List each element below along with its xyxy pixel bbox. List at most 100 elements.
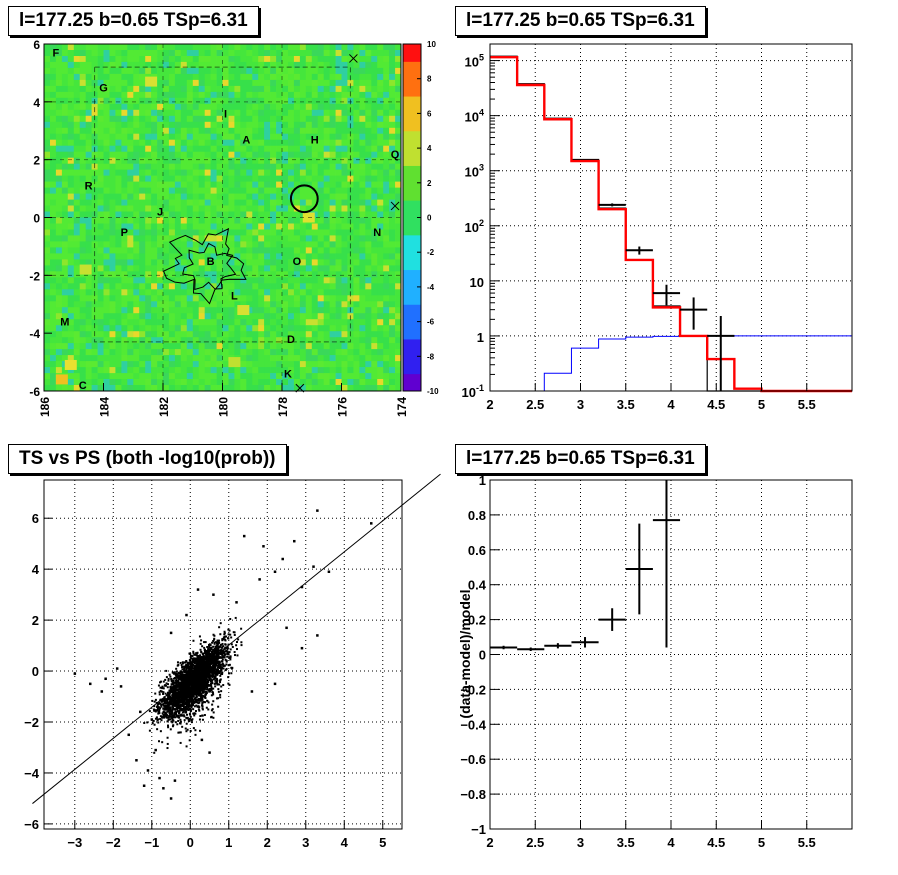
heatmap-cell — [371, 337, 378, 344]
heatmap-cell — [258, 283, 265, 290]
heatmap-cell — [85, 127, 93, 135]
heatmap-cell — [163, 175, 170, 182]
heatmap-cell — [44, 319, 51, 326]
heatmap-cell — [371, 247, 378, 254]
heatmap-cell — [139, 211, 146, 218]
scatter-point — [187, 718, 190, 721]
heatmap-cell — [282, 283, 289, 290]
heatmap-cell — [240, 325, 247, 332]
heatmap-cell — [317, 121, 325, 129]
scatter-point — [162, 714, 165, 717]
heatmap-cell — [299, 133, 307, 141]
heatmap-cell — [299, 157, 307, 165]
heatmap-cell — [365, 349, 372, 356]
heatmap-cell — [210, 229, 217, 236]
heatmap-cell — [61, 253, 69, 260]
heatmap-cell — [151, 44, 158, 51]
heatmap-cell — [97, 253, 104, 260]
heatmap-cell — [67, 325, 75, 332]
heatmap-cell — [73, 139, 81, 147]
heatmap-cell — [50, 187, 57, 194]
heatmap-cell — [276, 217, 283, 224]
heatmap-cell — [276, 169, 283, 176]
heatmap-cell — [329, 169, 336, 176]
heatmap-cell — [240, 151, 247, 159]
heatmap-cell — [115, 169, 122, 176]
heatmap-cell — [204, 361, 212, 368]
scatter-point — [195, 701, 198, 704]
heatmap-cell — [210, 67, 217, 75]
heatmap-cell — [61, 109, 69, 117]
heatmap-cell — [85, 283, 93, 290]
heatmap-cell — [174, 349, 182, 356]
heatmap-cell — [293, 379, 301, 386]
heatmap-cell — [377, 169, 384, 176]
heatmap-cell — [103, 181, 110, 188]
heatmap-cell — [186, 205, 194, 212]
heatmap-cell — [317, 127, 325, 135]
heatmap-cell — [395, 115, 402, 123]
heatmap-cell — [228, 295, 235, 302]
heatmap-cell — [210, 97, 217, 105]
heatmap-cell — [240, 187, 247, 194]
heatmap-cell — [305, 331, 313, 338]
heatmap-cell — [174, 295, 182, 302]
scatter-point — [220, 685, 223, 688]
heatmap-cell — [264, 181, 271, 188]
heatmap-cell — [258, 169, 265, 176]
heatmap-cell — [139, 187, 146, 194]
heatmap-cell — [365, 169, 372, 176]
heatmap-cell — [359, 56, 366, 63]
heatmap-cell — [198, 121, 206, 129]
heatmap-cell — [103, 79, 110, 87]
heatmap-cell — [180, 103, 188, 111]
heatmap-cell — [329, 259, 336, 266]
heatmap-cell — [174, 79, 182, 87]
heatmap-cell — [299, 277, 307, 284]
heatmap-cell — [282, 367, 289, 374]
heatmap-cell — [192, 44, 200, 51]
heatmap-cell — [359, 301, 366, 308]
heatmap-cell — [359, 199, 366, 206]
heatmap-cell — [192, 79, 200, 87]
heatmap-cell — [371, 133, 378, 141]
heatmap-cell — [61, 79, 69, 87]
heatmap-cell — [168, 319, 176, 326]
heatmap-cell — [180, 193, 188, 200]
heatmap-cell — [157, 217, 164, 224]
heatmap-cell — [103, 283, 110, 290]
heatmap-cell — [305, 56, 313, 63]
heatmap-cell — [353, 187, 360, 194]
heatmap-cell — [44, 91, 51, 99]
heatmap-cell — [353, 253, 360, 260]
heatmap-cell — [157, 289, 164, 296]
heatmap-cell — [246, 56, 253, 63]
heatmap-cell — [79, 205, 87, 212]
heatmap-cell — [299, 361, 307, 368]
heatmap-cell — [389, 379, 396, 386]
heatmap-cell — [79, 289, 87, 296]
heatmap-cell — [44, 50, 51, 57]
heatmap-cell — [67, 337, 75, 344]
heatmap-cell — [97, 319, 104, 326]
heatmap-cell — [151, 205, 158, 212]
heatmap-cell — [341, 145, 348, 153]
heatmap-cell — [109, 313, 116, 320]
heatmap-cell — [282, 229, 289, 236]
source-label: P — [121, 227, 128, 239]
heatmap-cell — [186, 50, 194, 57]
heatmap-cell — [198, 205, 206, 212]
heatmap-cell — [168, 175, 176, 182]
heatmap-cell — [371, 241, 378, 248]
heatmap-cell — [293, 373, 301, 380]
heatmap-cell — [335, 103, 342, 111]
cross-marker — [390, 201, 400, 211]
heatmap-cell — [288, 379, 295, 386]
heatmap-cell — [192, 56, 200, 63]
heatmap-cell — [168, 56, 176, 63]
heatmap-cell — [73, 361, 81, 368]
heatmap-cell — [186, 187, 194, 194]
heatmap-cell — [163, 331, 170, 338]
heatmap-cell — [371, 103, 378, 111]
